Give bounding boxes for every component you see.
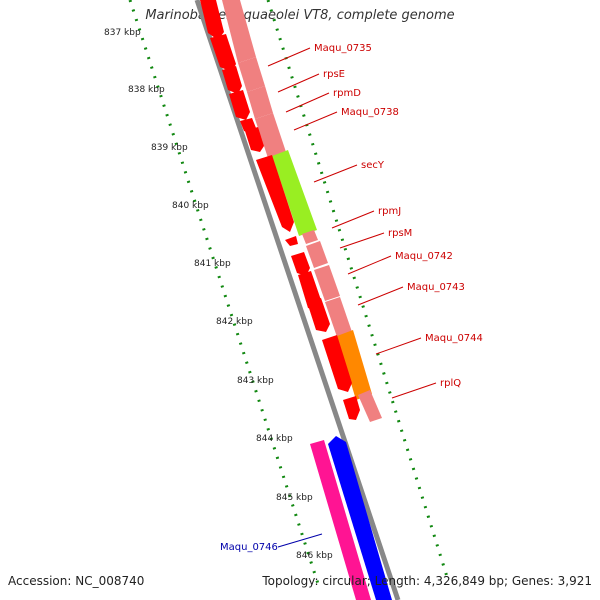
gene-band-rplq xyxy=(358,390,382,422)
gene-band-maqu-0738 xyxy=(255,113,286,158)
light-gene-track xyxy=(222,0,382,422)
gene-band-rpse xyxy=(238,57,265,92)
gene-band-secy xyxy=(272,150,317,236)
tick-label: 841 kbp xyxy=(194,259,231,269)
gene-label: Maqu_0743 xyxy=(407,282,465,293)
gene-band-maqu-0743 xyxy=(325,297,352,337)
gene-band-maqu-0744 xyxy=(337,330,372,400)
cds-arrow-13 xyxy=(343,396,360,420)
tick-label: 840 kbp xyxy=(172,201,209,211)
gene-label: Maqu_0735 xyxy=(314,43,372,54)
gene-leader-line xyxy=(331,210,375,229)
cds-arrow-6 xyxy=(245,127,264,152)
gene-label: rpsE xyxy=(323,69,345,80)
gene-label: rpsM xyxy=(388,228,412,239)
tick-label: 846 kbp xyxy=(296,551,333,561)
gene-leader-line xyxy=(375,337,422,355)
gene-leader-line xyxy=(313,164,358,183)
gene-leader-line xyxy=(347,255,392,275)
gene-label: rpmJ xyxy=(378,206,401,217)
gene-band-rpmd xyxy=(247,86,273,119)
red-gene-track xyxy=(200,0,360,420)
cds-arrow-11 xyxy=(307,298,330,332)
tick-label: 842 kbp xyxy=(216,317,253,327)
cds-arrow-3 xyxy=(222,66,242,94)
gene-leader-line xyxy=(267,47,311,67)
gene-band-maqu-0735 xyxy=(222,0,256,63)
backbone-line xyxy=(194,0,401,600)
gene-maqu-0746 xyxy=(310,436,392,600)
tick-tracks xyxy=(128,0,450,591)
outer-tick-track xyxy=(266,0,450,581)
tick-label: 843 kbp xyxy=(237,376,274,386)
gene-labels: Maqu_0735 rpsE rpmD Maqu_0738 secY rpmJ rpsM Ma… xyxy=(220,43,483,553)
gene-label: Maqu_0746 xyxy=(220,542,278,553)
gene-band-rpsm xyxy=(306,241,328,268)
tick-label: 844 kbp xyxy=(256,434,293,444)
genome-title: Marinobacter aquaeolei VT8, complete gen… xyxy=(145,8,455,23)
tick-label: 845 kbp xyxy=(276,493,313,503)
gene-leader-line xyxy=(339,232,385,249)
cds-arrow-12 xyxy=(322,335,352,392)
gene-leader-line xyxy=(285,92,330,113)
accession-label: Accession: NC_008740 xyxy=(8,574,145,588)
gene-label: Maqu_0742 xyxy=(395,251,453,262)
cds-arrow-9 xyxy=(291,252,310,276)
gene-leader-line xyxy=(277,533,323,548)
cds-arrow-8 xyxy=(285,236,298,246)
cds-arrow-2 xyxy=(210,34,236,72)
gene-label: Maqu_0738 xyxy=(341,107,399,118)
gene-band-rpmj xyxy=(302,230,318,244)
gene-label: secY xyxy=(361,160,385,171)
gene-label: Maqu_0744 xyxy=(425,333,483,344)
gene-arrow-maqu-0746-blue xyxy=(328,436,392,600)
genome-summary: Topology: circular; Length: 4,326,849 bp… xyxy=(262,574,592,588)
cds-arrow-7 xyxy=(256,155,294,232)
tick-label: 837 kbp xyxy=(104,28,141,38)
gene-label: rplQ xyxy=(440,378,461,389)
cds-arrow-4 xyxy=(229,90,250,120)
gene-leader-line xyxy=(293,111,338,131)
gene-leader-line xyxy=(277,73,320,93)
gene-leader-line xyxy=(391,382,437,399)
gene-band-maqu-0742 xyxy=(314,265,340,301)
gene-leader-line xyxy=(357,286,404,306)
cds-arrow-1 xyxy=(200,0,224,40)
tick-labels: 837 kbp 838 kbp 839 kbp 840 kbp 841 kbp 842 k… xyxy=(104,28,333,561)
gene-label: rpmD xyxy=(333,88,361,99)
tick-label: 838 kbp xyxy=(128,85,165,95)
gene-band-maqu-0746-pink xyxy=(310,440,371,600)
tick-label: 839 kbp xyxy=(151,143,188,153)
